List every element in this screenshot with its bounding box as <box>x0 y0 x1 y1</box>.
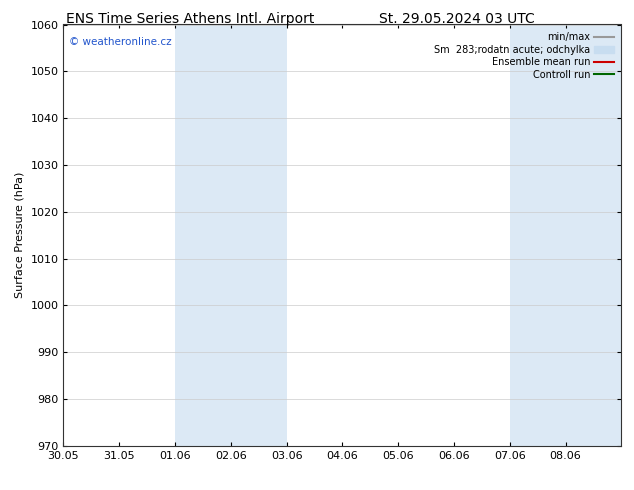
Text: © weatheronline.cz: © weatheronline.cz <box>69 37 172 47</box>
Y-axis label: Surface Pressure (hPa): Surface Pressure (hPa) <box>15 172 25 298</box>
Bar <box>175 24 287 446</box>
Text: St. 29.05.2024 03 UTC: St. 29.05.2024 03 UTC <box>378 12 534 26</box>
Bar <box>510 24 621 446</box>
Text: ENS Time Series Athens Intl. Airport: ENS Time Series Athens Intl. Airport <box>66 12 314 26</box>
Legend: min/max, Sm  283;rodatn acute; odchylka, Ensemble mean run, Controll run: min/max, Sm 283;rodatn acute; odchylka, … <box>431 29 616 82</box>
